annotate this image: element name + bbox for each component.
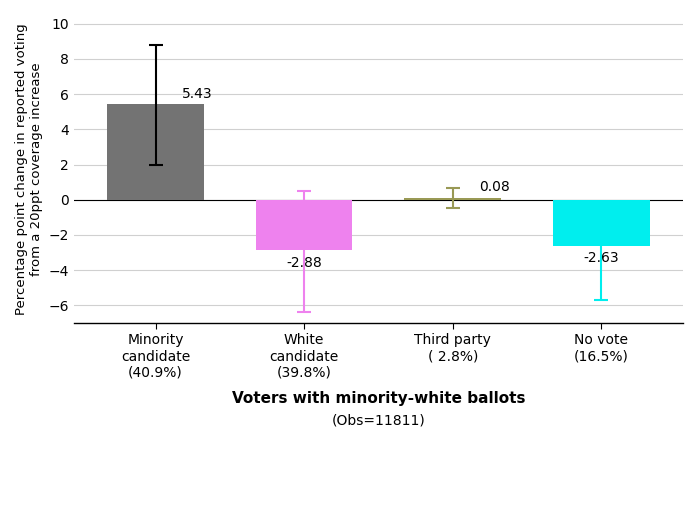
Text: -2.63: -2.63 [584,251,619,265]
Text: 5.43: 5.43 [182,87,213,101]
Text: Voters with minority-white ballots: Voters with minority-white ballots [232,391,525,406]
Bar [404,198,501,200]
Text: -2.88: -2.88 [286,256,322,270]
Bar [107,104,204,200]
Bar [256,200,352,250]
Text: (Obs=11811): (Obs=11811) [332,414,425,428]
Text: 0.08: 0.08 [480,180,510,194]
Bar [553,200,650,246]
Y-axis label: Percentage point change in reported voting
from a 20ppt coverage increase: Percentage point change in reported voti… [15,23,43,315]
